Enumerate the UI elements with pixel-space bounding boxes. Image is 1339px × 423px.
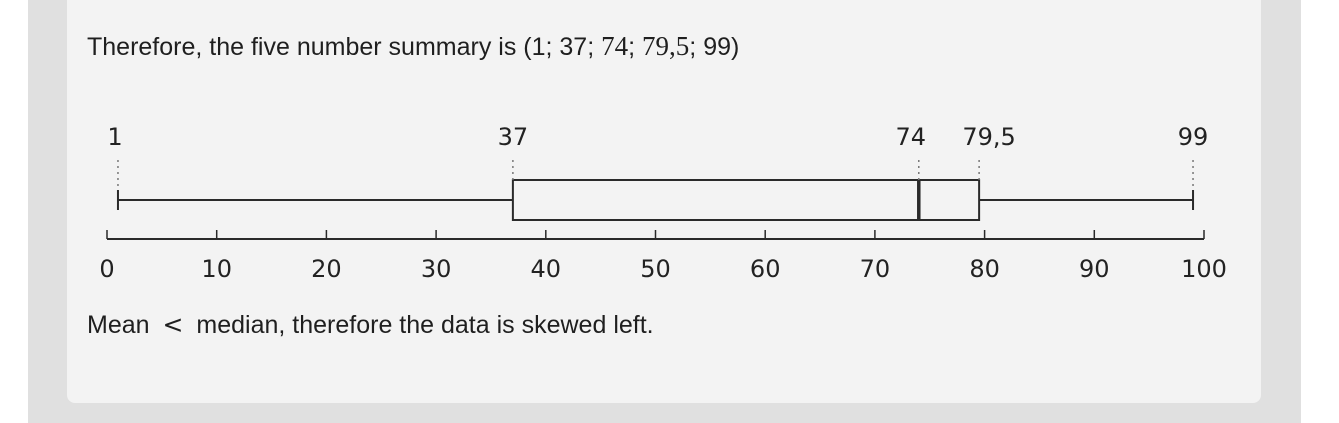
q3-value-label: 79,5: [962, 123, 1015, 151]
summary-max: 99: [703, 33, 731, 61]
less-than-operator: <: [162, 310, 184, 339]
summary-q1: 37: [559, 33, 588, 61]
summary-sep-3: ;: [628, 33, 643, 61]
summary-sep-4: ;: [689, 33, 704, 61]
box-plot-chart: 1 37 74 79,5 99 0 10 20 30 40 50 60 70 80 90 100: [99, 123, 1227, 283]
conclusion-start: Mean: [87, 311, 150, 339]
x-axis-tick-label-60: 60: [750, 255, 781, 283]
min-value-label: 1: [107, 123, 122, 151]
x-axis-tick-label-80: 80: [969, 255, 1000, 283]
skew-conclusion-text: Mean < median, therefore the data is ske…: [87, 310, 654, 340]
median-value-label: 74: [896, 123, 927, 151]
five-number-summary-text: Therefore, the five number summary is (1…: [87, 31, 739, 62]
x-axis-tick-label-0: 0: [99, 255, 114, 283]
summary-sep-2: ;: [587, 33, 602, 61]
x-axis-tick-label-10: 10: [201, 255, 232, 283]
conclusion-end: median, therefore the data is skewed lef…: [196, 311, 654, 339]
summary-sep-1: ;: [545, 33, 560, 61]
x-axis-tick-label-90: 90: [1079, 255, 1110, 283]
summary-suffix: ): [731, 33, 740, 61]
summary-q3: 79,5: [642, 31, 690, 61]
x-axis-tick-label-40: 40: [531, 255, 562, 283]
x-axis-tick-label-20: 20: [311, 255, 342, 283]
x-axis-tick-label-100: 100: [1181, 255, 1227, 283]
q1-value-label: 37: [498, 123, 529, 151]
summary-min: 1: [531, 33, 546, 61]
x-axis-tick-label-70: 70: [860, 255, 891, 283]
summary-median: 74: [601, 31, 629, 61]
x-axis-tick-label-30: 30: [421, 255, 452, 283]
iqr-box: [511, 179, 981, 221]
max-value-label: 99: [1178, 123, 1209, 151]
summary-prefix: Therefore, the five number summary is (: [87, 33, 532, 61]
x-axis-tick-label-50: 50: [640, 255, 671, 283]
